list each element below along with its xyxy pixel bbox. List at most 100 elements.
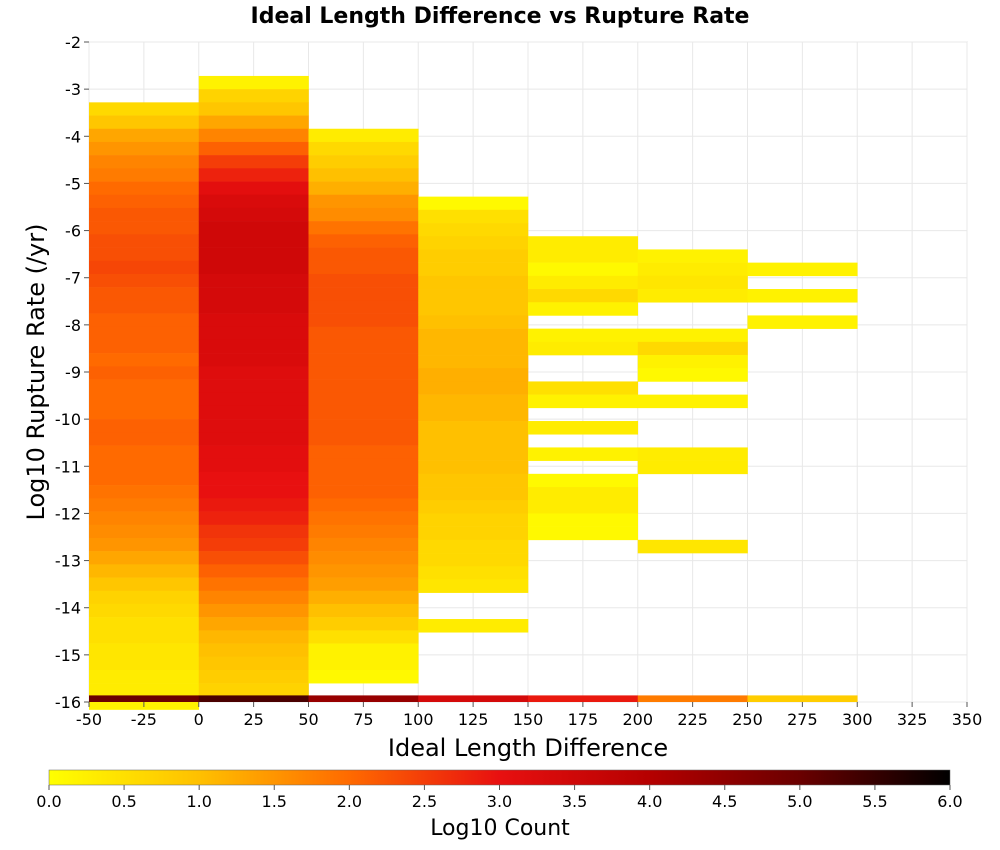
heatmap-cell bbox=[528, 526, 639, 541]
heatmap-cell bbox=[418, 394, 529, 409]
x-tick-label: 75 bbox=[353, 710, 373, 729]
heatmap-cell bbox=[198, 656, 309, 671]
heatmap-cell bbox=[308, 590, 419, 605]
heatmap-cell bbox=[198, 326, 309, 341]
heatmap-cell bbox=[198, 168, 309, 182]
heatmap-cell bbox=[418, 275, 529, 290]
heatmap-cell bbox=[528, 394, 639, 409]
y-tick-label: -6 bbox=[65, 222, 81, 241]
heatmap-cell bbox=[89, 617, 200, 631]
heatmap-cell bbox=[89, 445, 200, 460]
heatmap-cell bbox=[198, 115, 309, 130]
heatmap-cell bbox=[308, 485, 419, 499]
heatmap-cell bbox=[198, 485, 309, 499]
heatmap-cell bbox=[418, 196, 529, 211]
heatmap-cell bbox=[418, 460, 529, 475]
heatmap-cell bbox=[198, 155, 309, 169]
heatmap-cell bbox=[308, 511, 419, 526]
y-tick-label: -10 bbox=[55, 410, 81, 429]
heatmap-cell bbox=[637, 695, 748, 702]
heatmap-cell bbox=[89, 379, 200, 394]
heatmap-cell bbox=[198, 419, 309, 433]
colorbar-tick-label: 5.5 bbox=[862, 792, 887, 811]
x-tick-label: 0 bbox=[194, 710, 204, 729]
y-tick-label: -3 bbox=[65, 80, 81, 99]
heatmap-cell bbox=[89, 471, 200, 486]
heatmap-cell bbox=[198, 247, 309, 262]
colorbar-tick-label: 0.0 bbox=[36, 792, 61, 811]
heatmap-cell bbox=[418, 487, 529, 501]
heatmap-cell bbox=[198, 313, 309, 328]
heatmap-cell bbox=[637, 460, 748, 475]
heatmap-cell bbox=[89, 656, 200, 671]
heatmap-cell bbox=[198, 89, 309, 103]
colorbar-tick-label: 3.0 bbox=[487, 792, 512, 811]
heatmap-cell bbox=[308, 273, 419, 288]
y-tick-label: -14 bbox=[55, 599, 81, 618]
heatmap-cell bbox=[89, 273, 200, 288]
colorbar-tick-label: 4.0 bbox=[637, 792, 662, 811]
heatmap-cell bbox=[637, 394, 748, 409]
heatmap-cell bbox=[89, 419, 200, 433]
heatmap-cell bbox=[198, 564, 309, 578]
heatmap-cell bbox=[198, 683, 309, 697]
x-tick-label: 125 bbox=[458, 710, 489, 729]
heatmap-cell bbox=[308, 392, 419, 407]
heatmap-cell bbox=[89, 695, 200, 702]
x-tick-label: 225 bbox=[677, 710, 708, 729]
heatmap-cell bbox=[198, 590, 309, 605]
colorbar-tick-label: 6.0 bbox=[937, 792, 962, 811]
heatmap-cell bbox=[89, 366, 200, 380]
x-axis-ticks: -50 -25 0 25 50 75 100 125 150 175 200 225 250 275 300… bbox=[76, 702, 982, 729]
heatmap-cell bbox=[308, 339, 419, 354]
y-tick-label: -5 bbox=[65, 174, 81, 193]
x-tick-label: 275 bbox=[787, 710, 818, 729]
heatmap-cell bbox=[308, 656, 419, 671]
heatmap-cell bbox=[308, 379, 419, 394]
heatmap-cell bbox=[528, 341, 639, 356]
heatmap-cell bbox=[637, 275, 748, 290]
heatmap-cell bbox=[308, 419, 419, 433]
heatmap-cell bbox=[528, 421, 639, 435]
heatmap-cells bbox=[89, 75, 858, 710]
heatmap-cell bbox=[418, 355, 529, 369]
heatmap-cell bbox=[747, 262, 858, 277]
heatmap-cell bbox=[308, 326, 419, 341]
heatmap-cell bbox=[637, 539, 748, 554]
heatmap-cell bbox=[418, 236, 529, 250]
heatmap-cell bbox=[418, 209, 529, 224]
heatmap-cell bbox=[198, 405, 309, 420]
chart-title: Ideal Length Difference vs Rupture Rate bbox=[251, 4, 750, 29]
heatmap-cell bbox=[89, 141, 200, 156]
heatmap-cell bbox=[637, 447, 748, 461]
heatmap-cell bbox=[418, 513, 529, 527]
heatmap-cell bbox=[528, 236, 639, 250]
heatmap-cell bbox=[418, 407, 529, 422]
heatmap-cell bbox=[528, 381, 639, 395]
heatmap-cell bbox=[198, 366, 309, 380]
heatmap-cell bbox=[418, 421, 529, 435]
heatmap-cell bbox=[89, 221, 200, 235]
x-tick-label: 325 bbox=[897, 710, 928, 729]
heatmap-cell bbox=[308, 524, 419, 539]
heatmap-cell bbox=[747, 289, 858, 303]
heatmap-cell bbox=[89, 564, 200, 578]
heatmap-cell bbox=[308, 287, 419, 301]
heatmap-cell bbox=[528, 447, 639, 461]
heatmap-cell bbox=[89, 498, 200, 512]
heatmap-cell bbox=[198, 630, 309, 644]
heatmap-cell bbox=[198, 695, 309, 702]
x-tick-label: 100 bbox=[403, 710, 434, 729]
heatmap-cell bbox=[198, 617, 309, 631]
heatmap-cell bbox=[418, 341, 529, 356]
heatmap-cell bbox=[418, 579, 529, 593]
heatmap-cell bbox=[637, 341, 748, 356]
heatmap-cell bbox=[89, 630, 200, 644]
heatmap-cell bbox=[418, 566, 529, 580]
heatmap-cell bbox=[308, 551, 419, 565]
heatmap-cell bbox=[198, 603, 309, 618]
heatmap-cell bbox=[89, 577, 200, 592]
heatmap-cell bbox=[198, 458, 309, 473]
heatmap-cell bbox=[89, 102, 200, 116]
heatmap-cell bbox=[418, 368, 529, 382]
